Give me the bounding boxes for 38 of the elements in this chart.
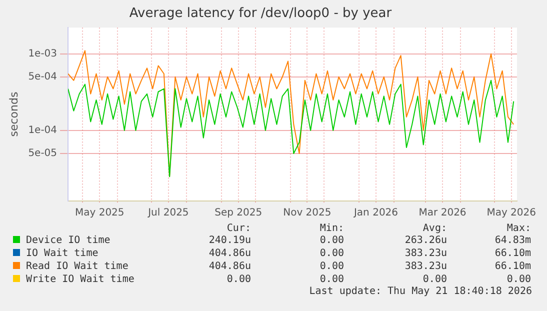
text: 0.00	[226, 273, 251, 286]
x-tick-label: May 2026	[486, 208, 536, 219]
text: 404.86u	[208, 247, 251, 260]
text: 383.23u	[404, 247, 447, 260]
y-tick-label: 1e-03	[28, 48, 58, 60]
text: Max:	[506, 222, 531, 234]
x-tick-label: Mar 2026	[418, 208, 466, 219]
text: 383.23u	[404, 260, 447, 273]
legend-label: Device IO time	[25, 234, 112, 247]
text: 0.00	[422, 273, 447, 286]
y-axis-title: seconds	[7, 92, 20, 137]
text: 66.10m	[494, 247, 531, 260]
text: 0.00	[318, 273, 344, 286]
text: Last update: Thu May 21 18:40:18 2026	[308, 286, 532, 297]
text: 404.86u	[208, 260, 251, 273]
legend-label: IO Wait time	[25, 247, 100, 260]
chart-title: Average latency for /dev/loop0 - by year	[129, 6, 392, 22]
x-tick-label: Jan 2026	[352, 208, 398, 219]
legend-label: Read IO Wait time	[25, 260, 130, 273]
text: 0.00	[318, 234, 344, 247]
y-tick-label: 1e-04	[28, 125, 58, 136]
text: 0.00	[318, 260, 344, 273]
text: 240.19u	[208, 234, 251, 247]
x-tick-label: May 2025	[74, 208, 124, 219]
y-tick-label: 5e-05	[28, 148, 58, 160]
y-tick-label: 5e-04	[28, 71, 58, 82]
text: Cur:	[226, 222, 251, 234]
x-tick-label: Nov 2025	[283, 208, 332, 219]
text: Min:	[318, 222, 344, 234]
legend-label: Write IO Wait time	[25, 273, 136, 286]
text: 66.10m	[494, 260, 531, 273]
text: 64.83m	[494, 234, 531, 247]
text: 0.00	[506, 273, 531, 286]
text: 263.26u	[404, 234, 447, 247]
x-tick-label: Sep 2025	[214, 208, 262, 219]
text: Avg:	[422, 222, 447, 234]
x-tick-label: Jul 2025	[147, 208, 189, 219]
text: 0.00	[318, 247, 344, 260]
